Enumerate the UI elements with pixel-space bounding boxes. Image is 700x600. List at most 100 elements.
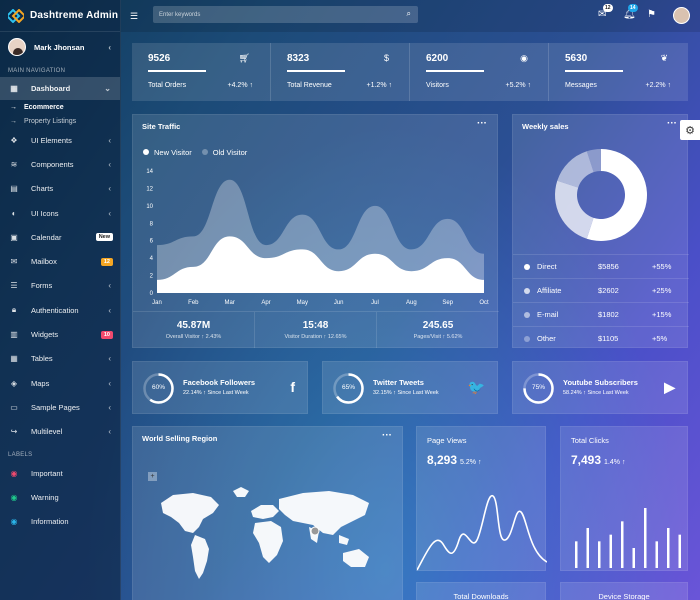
lock-icon: 🔒︎ — [11, 305, 17, 315]
legend-new-visitor[interactable]: New Visitor — [143, 148, 192, 157]
label-list: ◉ Important ◉ Warning ◉ Information — [0, 461, 120, 534]
leaf-icon: ❦ — [660, 53, 668, 63]
stat-change: +4.2% ↑ — [227, 82, 254, 89]
ring-fill — [523, 373, 554, 404]
stat-bar — [287, 70, 345, 72]
sidebar-item-tables[interactable]: ▦ Tables ‹ — [0, 347, 120, 371]
ring-fill — [143, 373, 174, 404]
y-tick-label: 4 — [150, 256, 154, 262]
total-clicks-card: Total Clicks 7,493 1.4% ↑ — [560, 426, 688, 571]
bar — [586, 528, 589, 568]
bar — [644, 508, 647, 568]
bell-icon[interactable]: 🔔︎ 14 — [623, 4, 638, 20]
more-icon[interactable]: ··· — [477, 118, 487, 129]
page-views-value: 8,293 5.2% ↑ — [427, 453, 481, 467]
nav-badge: 10 — [100, 330, 113, 339]
more-icon[interactable]: ··· — [382, 430, 392, 441]
chevron-left-icon: ‹ — [108, 402, 111, 412]
gear-icon[interactable]: ⚙ — [680, 120, 700, 140]
ring-fill — [333, 373, 364, 404]
brand-name: Dashtreme Admin — [30, 10, 119, 21]
social-card: 65% Twitter Tweets 32.15% ↑ Since Last Wee… — [322, 361, 498, 414]
bar — [598, 541, 601, 568]
social-change: 58.24% — [563, 390, 582, 396]
brand[interactable]: Dashtreme Admin — [0, 0, 120, 32]
x-tick-label: Mar — [224, 300, 234, 306]
card-title: Site Traffic — [142, 122, 181, 131]
stat-bar — [565, 70, 623, 72]
user-panel[interactable]: Mark Jhonsan ‹ — [0, 32, 120, 62]
label-information[interactable]: ◉ Information — [0, 509, 120, 533]
notification-count-badge: 14 — [628, 4, 638, 12]
social-card: 60% Facebook Followers 22.14% ↑ Since Last… — [132, 361, 308, 414]
search-icon[interactable]: ⌕ — [406, 9, 411, 18]
world-map[interactable] — [133, 461, 404, 600]
stat-visitors: 6200 ◉ Visitors +5.2% ↑ — [410, 43, 549, 101]
x-tick-label: Apr — [261, 300, 270, 306]
sidebar-item-sample-pages[interactable]: ▭ Sample Pages ‹ — [0, 395, 120, 419]
mail-icon[interactable]: ✉ 12 — [598, 4, 613, 20]
sidebar-item-mailbox[interactable]: ✉ Mailbox 12 — [0, 249, 120, 273]
more-icon[interactable]: ··· — [667, 118, 677, 129]
stat-change-value: +1.2% — [366, 82, 387, 89]
sidebar-item-label: Maps — [31, 378, 50, 388]
sidebar-sub-property-listings[interactable]: → Property Listings — [0, 114, 120, 128]
legend-old-visitor[interactable]: Old Visitor — [201, 148, 247, 157]
sidebar-item-label: Dashboard — [31, 84, 71, 93]
social-title: Twitter Tweets — [373, 378, 424, 387]
sidebar-item-authentication[interactable]: 🔒︎ Authentication ‹ — [0, 298, 120, 322]
sidebar-item-components[interactable]: ≋ Components ‹ — [0, 152, 120, 176]
summary-overall-visitor: 45.87M Overall Visitor ↑ 2.43% — [133, 312, 255, 348]
ring-percent: 60% — [151, 384, 165, 391]
sidebar-item-charts[interactable]: ▤ Charts ‹ — [0, 177, 120, 201]
legend-swatch — [524, 312, 530, 318]
legend-swatch — [524, 264, 530, 270]
social-sub: 32.15% ↑ Since Last Week — [373, 390, 439, 396]
sidebar-item-label: Forms — [31, 281, 53, 291]
page-icon: ▭ — [10, 402, 18, 412]
x-tick-label: May — [297, 300, 308, 306]
chevron-left-icon: ‹ — [108, 42, 111, 52]
summary-change: 2.43% — [205, 334, 222, 340]
sales-row: Direct $5856 +55% — [513, 254, 689, 278]
label-important[interactable]: ◉ Important — [0, 461, 120, 485]
legend-swatch — [143, 149, 149, 155]
sidebar-item-label: Mailbox — [31, 257, 57, 267]
total-clicks-value: 7,493 1.4% ↑ — [571, 453, 625, 467]
sales-row: Other $1105 +5% — [513, 326, 689, 350]
card-title: Total Clicks — [571, 436, 609, 445]
sidebar-item-calendar[interactable]: ▣ Calendar New — [0, 225, 120, 249]
menu-icon[interactable]: ☰ — [130, 10, 139, 21]
stat-total-revenue: 8323 $ Total Revenue +1.2% ↑ — [271, 43, 410, 101]
sidebar-sub-ecommerce[interactable]: → Ecommerce — [0, 100, 120, 114]
stat-value: 9526 — [148, 53, 171, 64]
sidebar-item-multilevel[interactable]: ↪ Multilevel ‹ — [0, 420, 120, 444]
zoom-in-button[interactable]: + — [148, 472, 157, 481]
flag-icon[interactable]: ⚑ — [647, 9, 656, 20]
bar — [632, 548, 635, 568]
dashboard-icon: ▦ — [10, 84, 18, 93]
sidebar-item-widgets[interactable]: ▥ Widgets 10 — [0, 322, 120, 346]
label-text: Important — [31, 468, 63, 478]
summary-label-text: Pages/Visit — [413, 334, 441, 340]
y-tick-label: 6 — [150, 239, 154, 245]
bar — [655, 541, 658, 568]
nav-badge: 12 — [100, 257, 113, 266]
x-tick-label: Sep — [442, 300, 453, 306]
mail-count-badge: 12 — [603, 4, 613, 12]
stat-bar — [148, 70, 206, 72]
stat-value: 8323 — [287, 53, 310, 64]
topbar-avatar[interactable] — [673, 7, 690, 24]
summary-change: 5.62% — [446, 334, 463, 340]
sidebar-item-maps[interactable]: ◈ Maps ‹ — [0, 371, 120, 395]
sidebar-item-dashboard[interactable]: ▦ Dashboard ⌄ — [0, 77, 120, 100]
metric-change: 5.2% ↑ — [460, 459, 482, 466]
card-title: Total Downloads — [453, 592, 509, 600]
label-icon: ◉ — [10, 517, 18, 527]
y-tick-label: 12 — [146, 186, 153, 192]
label-warning[interactable]: ◉ Warning — [0, 485, 120, 509]
search-input[interactable]: Enter keywords ⌕ — [153, 6, 418, 23]
sidebar-item-ui-icons[interactable]: ◐ UI Icons ‹ — [0, 201, 120, 225]
sidebar-item-forms[interactable]: ☰ Forms ‹ — [0, 274, 120, 298]
sidebar-item-ui-elements[interactable]: ❖ UI Elements ‹ — [0, 128, 120, 152]
